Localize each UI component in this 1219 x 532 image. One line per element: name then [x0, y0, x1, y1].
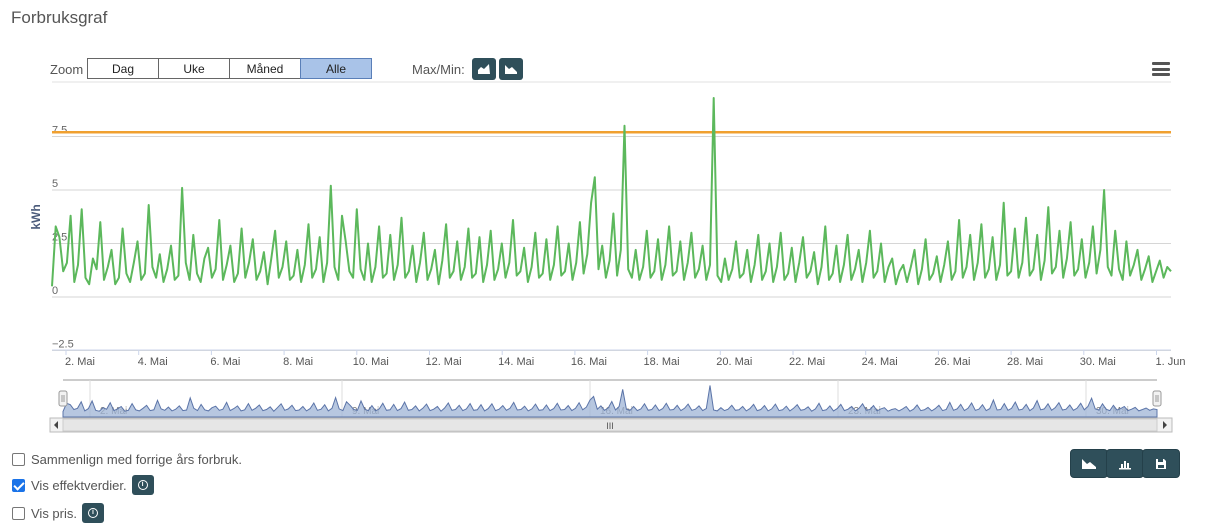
show-min-button[interactable]: [499, 58, 523, 80]
zoom-buttons: Dag Uke Måned Alle: [87, 58, 372, 79]
scrollbar-thumb: [62, 418, 1158, 432]
scroll-right-arrow: [1163, 421, 1167, 429]
y-tick-label: 5: [52, 178, 58, 190]
page-title: Forbruksgraf: [11, 8, 108, 27]
chart-menu-button[interactable]: [1152, 62, 1170, 76]
price-checkbox[interactable]: [12, 506, 25, 520]
hamburger-menu-icon: [1152, 62, 1170, 65]
chart-max-icon: [478, 64, 490, 74]
save-button[interactable]: [1142, 449, 1180, 478]
info-icon: i: [137, 480, 148, 490]
navigator-handle-left: [58, 390, 68, 407]
x-tick-label: 10. Mai: [353, 356, 389, 368]
navigator-handle-right: [1152, 390, 1162, 407]
bar-chart-icon: [1119, 460, 1131, 469]
chart-min-icon: [505, 65, 517, 74]
legend-price-row[interactable]: Vis pris. i: [12, 503, 104, 523]
legend-effect-row[interactable]: Vis effektverdier. i: [12, 475, 154, 495]
x-tick-label: 26. Mai: [934, 356, 970, 368]
info-icon: i: [88, 508, 98, 518]
x-tick-label: 12. Mai: [425, 356, 461, 368]
zoom-label: Zoom: [50, 62, 84, 77]
compare-checkbox[interactable]: [12, 453, 25, 466]
x-tick-label: 4. Mai: [138, 356, 168, 368]
chart-actions: [1070, 449, 1180, 478]
price-label: Vis pris.: [31, 505, 77, 521]
price-info-button[interactable]: i: [82, 503, 104, 523]
scrollbar-grip: III: [606, 421, 614, 431]
x-tick-label: 30. Mai: [1080, 356, 1116, 368]
effect-checkbox[interactable]: [12, 478, 25, 492]
y-tick-label: 0: [52, 285, 58, 297]
x-tick-label: 22. Mai: [789, 356, 825, 368]
legend-compare-row[interactable]: Sammenlign med forrige års forbruk.: [12, 452, 242, 467]
bar-view-button[interactable]: [1106, 449, 1144, 478]
y-tick-label: −2.5: [52, 339, 74, 351]
effect-info-button[interactable]: i: [131, 475, 154, 495]
zoom-month-button[interactable]: Måned: [229, 58, 301, 79]
zoom-all-button[interactable]: Alle: [300, 58, 372, 79]
y-tick-label: 7.5: [52, 125, 67, 137]
x-tick-label: 16. Mai: [571, 356, 607, 368]
maxmin-label: Max/Min:: [412, 62, 465, 77]
show-max-button[interactable]: [472, 58, 496, 80]
x-tick-label: 6. Mai: [210, 356, 240, 368]
scroll-left-arrow: [54, 421, 58, 429]
x-tick-label: 1. Jun: [1156, 356, 1186, 368]
x-tick-label: 18. Mai: [644, 356, 680, 368]
x-tick-label: 24. Mai: [862, 356, 898, 368]
x-tick-label: 28. Mai: [1007, 356, 1043, 368]
x-tick-label: 8. Mai: [283, 356, 313, 368]
chart-min-icon: [1082, 459, 1096, 469]
consumption-series-line: [51, 97, 1172, 287]
x-tick-label: 14. Mai: [498, 356, 534, 368]
save-icon: [1156, 458, 1166, 469]
line-view-button[interactable]: [1070, 449, 1108, 478]
x-tick-label: 2. Mai: [65, 356, 95, 368]
compare-label: Sammenlign med forrige års forbruk.: [31, 452, 242, 467]
navigator-area: [62, 385, 1158, 418]
y-axis-label: kWh: [29, 204, 43, 229]
x-tick-label: 20. Mai: [716, 356, 752, 368]
effect-label: Vis effektverdier.: [31, 477, 127, 493]
